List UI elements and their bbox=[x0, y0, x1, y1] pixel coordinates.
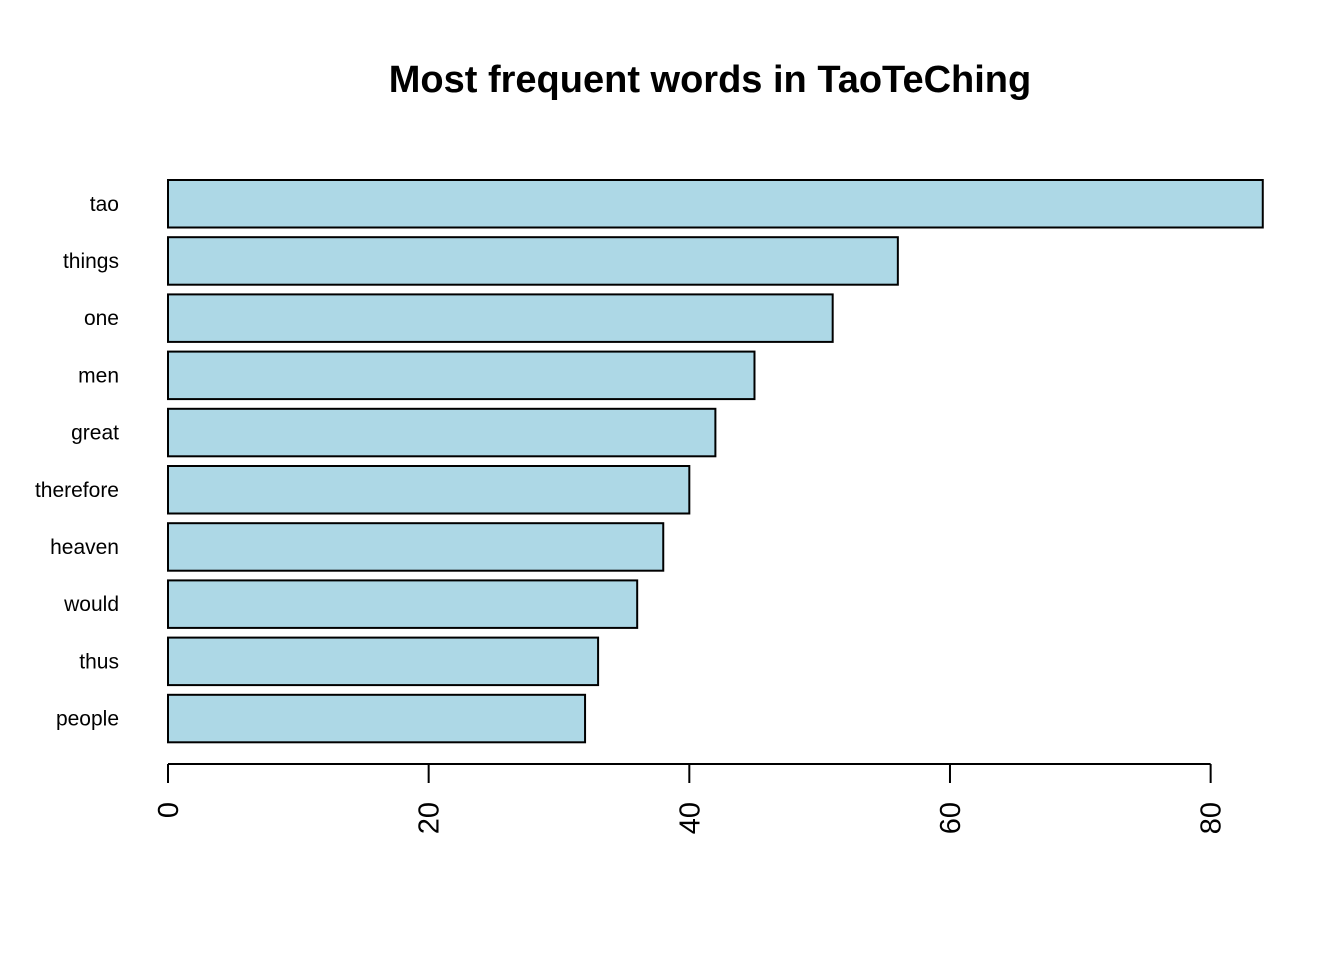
x-tick-label-20: 20 bbox=[414, 802, 446, 834]
category-label-people: people bbox=[56, 708, 119, 731]
x-axis: 0 20 40 60 80 bbox=[153, 763, 1228, 834]
bar-people bbox=[167, 693, 587, 744]
category-label-would: would bbox=[63, 593, 119, 616]
bar-thus bbox=[167, 636, 600, 687]
bar-things bbox=[167, 236, 899, 286]
category-label-things: things bbox=[63, 250, 119, 273]
bar-heaven bbox=[167, 522, 665, 572]
bar-men bbox=[167, 350, 756, 401]
category-label-therefore: therefore bbox=[35, 479, 119, 502]
bar-great bbox=[167, 407, 717, 458]
bar-one bbox=[167, 293, 834, 343]
x-tick-label-0: 0 bbox=[153, 802, 185, 818]
category-label-men: men bbox=[78, 364, 119, 387]
category-label-heaven: heaven bbox=[50, 536, 119, 559]
bar-therefore bbox=[167, 465, 691, 515]
bar-would bbox=[167, 579, 639, 629]
bars-group bbox=[167, 179, 1264, 744]
category-labels: tao things one men great therefore heaven would… bbox=[35, 193, 119, 731]
x-tick-label-40: 40 bbox=[674, 802, 706, 834]
bar-tao bbox=[167, 179, 1264, 229]
chart-title: Most frequent words in TaoTeChing bbox=[389, 59, 1031, 101]
x-tick-label-60: 60 bbox=[935, 802, 967, 834]
category-label-one: one bbox=[84, 307, 119, 330]
x-tick-label-80: 80 bbox=[1196, 802, 1228, 834]
category-label-great: great bbox=[71, 422, 119, 445]
category-label-thus: thus bbox=[79, 650, 119, 673]
category-label-tao: tao bbox=[90, 193, 119, 216]
